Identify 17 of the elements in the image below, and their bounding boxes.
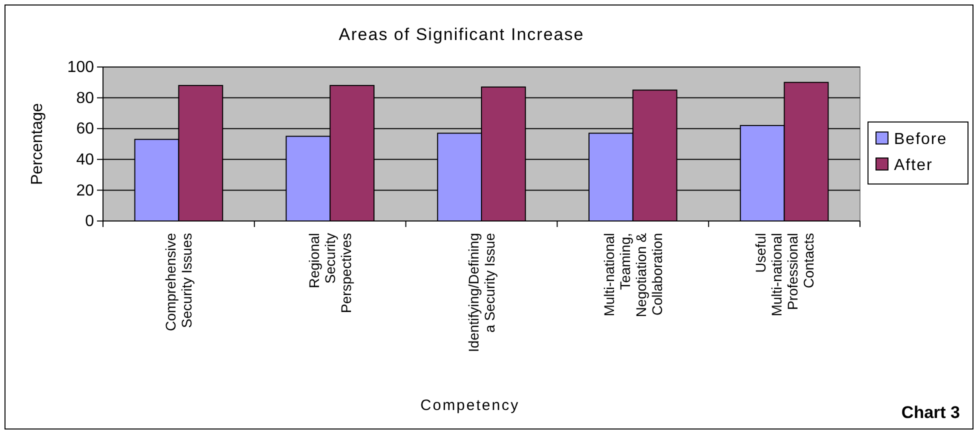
x-tick-label: Identifying/Defining a Security Issue — [466, 232, 498, 352]
y-tick-label: 20 — [76, 182, 94, 200]
y-axis-title: Percentage — [29, 102, 46, 185]
x-tick-label: Regional Security Perspectives — [306, 233, 354, 314]
y-tick-label: 100 — [67, 59, 94, 76]
y-tick-label: 40 — [76, 152, 94, 169]
y-tick-label: 80 — [76, 90, 94, 107]
caption: Chart 3 — [901, 403, 960, 422]
y-tick-label: 0 — [85, 213, 94, 230]
y-tick-label: 60 — [76, 120, 94, 138]
legend-label: Before — [894, 131, 948, 148]
x-tick-label: Comprehensive Security Issues — [162, 232, 195, 332]
legend-label: After — [894, 157, 933, 174]
chart-title: Areas of Significant Increase — [338, 25, 584, 44]
x-tick-label: Multi-national Teaming, Negotiation & Collaboration — [600, 232, 665, 318]
x-axis-title: Competency — [420, 397, 520, 414]
x-tick-label: Useful Multi-national Professional Contacts — [752, 233, 816, 316]
